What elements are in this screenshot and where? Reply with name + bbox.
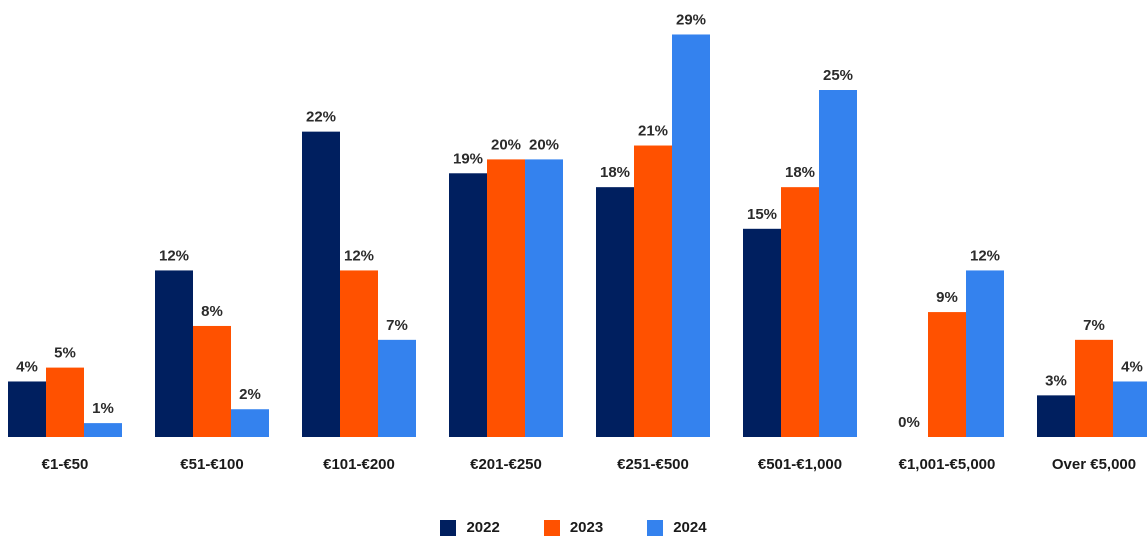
data-label-2023-6: 9%: [936, 289, 958, 306]
bar-2024-4: [672, 34, 710, 437]
x-tick-label-2: €101-€200: [323, 456, 395, 473]
bar-2022-1: [155, 270, 193, 437]
legend-swatch-2022: [440, 519, 457, 536]
legend-swatch-2024: [647, 519, 664, 536]
bar-2024-0: [84, 423, 122, 437]
data-label-2023-2: 12%: [344, 247, 374, 264]
bar-2024-3: [525, 159, 563, 437]
x-tick-label-0: €1-€50: [42, 456, 89, 473]
bar-2022-0: [8, 381, 46, 437]
legend: 2022 2023 2024: [0, 519, 1147, 536]
x-tick-label-7: Over €5,000: [1052, 456, 1136, 473]
data-label-2023-7: 7%: [1083, 317, 1105, 334]
bar-2023-5: [781, 187, 819, 437]
data-label-2024-2: 7%: [386, 317, 408, 334]
bar-2023-1: [193, 325, 231, 437]
data-label-2022-7: 3%: [1045, 372, 1067, 389]
bar-2022-4: [596, 187, 634, 437]
bar-2023-3: [487, 159, 525, 437]
bar-2024-6: [966, 270, 1004, 437]
data-label-2023-0: 5%: [54, 345, 76, 362]
data-label-2022-5: 15%: [747, 206, 777, 223]
data-label-2022-4: 18%: [600, 164, 630, 181]
bar-2022-5: [743, 228, 781, 437]
legend-swatch-2023: [543, 519, 560, 536]
data-label-2024-1: 2%: [239, 386, 261, 403]
data-label-2024-4: 29%: [676, 11, 706, 28]
bar-2022-7: [1037, 395, 1075, 437]
bar-2023-7: [1075, 339, 1113, 437]
bar-2024-7: [1113, 381, 1147, 437]
legend-item-2022: 2022: [440, 519, 500, 536]
bar-2023-2: [340, 270, 378, 437]
data-label-2023-4: 21%: [638, 123, 668, 140]
legend-label-2022: 2022: [466, 519, 500, 536]
data-label-2023-1: 8%: [201, 303, 223, 320]
x-tick-label-4: €251-€500: [617, 456, 689, 473]
bars-group: [8, 34, 1147, 437]
data-label-2024-0: 1%: [92, 400, 114, 417]
bar-2022-3: [449, 173, 487, 437]
data-label-2023-5: 18%: [785, 164, 815, 181]
legend-label-2023: 2023: [569, 519, 604, 536]
data-label-2022-1: 12%: [159, 247, 189, 264]
bar-2024-2: [378, 339, 416, 437]
category-labels-group: €1-€50 €51-€100 €101-€200 €201-€250 €251-€50…: [42, 456, 1136, 473]
bar-2022-2: [302, 131, 340, 437]
x-tick-label-3: €201-€250: [470, 456, 542, 473]
data-label-2024-7: 4%: [1121, 358, 1143, 375]
value-labels-group: 4% 5% 1% 12% 8% 2% 22% 12% 7% 19% 20% 20% 18% 21% 29% 1…: [16, 11, 1143, 431]
legend-item-2023: 2023: [543, 519, 604, 536]
bar-2024-5: [819, 90, 857, 437]
bar-2023-6: [928, 312, 966, 437]
data-label-2023-3: 20%: [491, 136, 521, 153]
x-tick-label-5: €501-€1,000: [758, 456, 842, 473]
legend-item-2024: 2024: [647, 519, 707, 536]
legend-label-2024: 2024: [673, 519, 707, 536]
data-label-2022-2: 22%: [306, 109, 336, 126]
data-label-2024-3: 20%: [529, 136, 559, 153]
data-label-2024-6: 12%: [970, 247, 1000, 264]
data-label-2022-6: 0%: [898, 414, 920, 431]
bar-2023-4: [634, 145, 672, 437]
data-label-2022-0: 4%: [16, 358, 38, 375]
x-tick-label-6: €1,001-€5,000: [899, 456, 996, 473]
bar-2024-1: [231, 409, 269, 437]
bar-2023-0: [46, 367, 84, 437]
data-label-2022-3: 19%: [453, 150, 483, 167]
x-tick-label-1: €51-€100: [180, 456, 243, 473]
data-label-2024-5: 25%: [823, 67, 853, 84]
